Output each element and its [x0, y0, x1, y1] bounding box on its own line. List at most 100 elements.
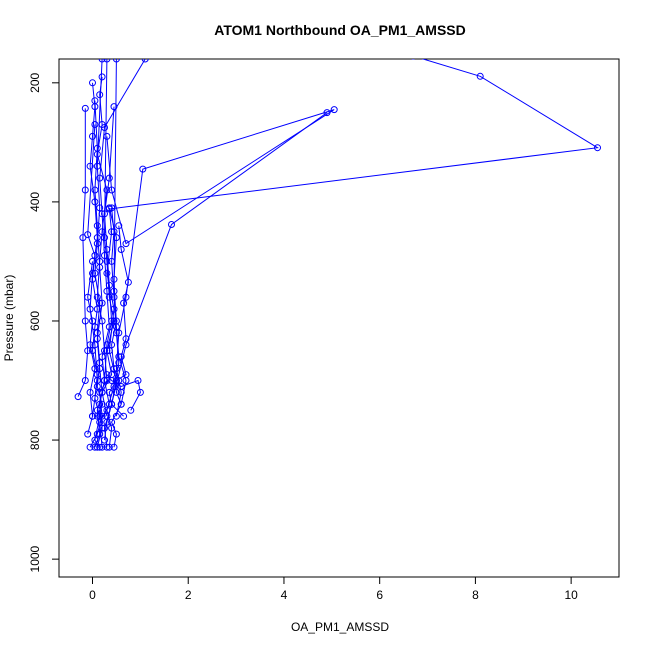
data-point [115, 329, 123, 337]
series-line [77, 108, 89, 397]
data-point [96, 299, 104, 307]
data-point [105, 293, 113, 301]
data-point [105, 443, 113, 451]
data-point [84, 293, 92, 301]
data-point [117, 383, 125, 390]
data-point [117, 353, 125, 361]
data-point [96, 443, 104, 451]
data-point [89, 412, 96, 420]
data-point [98, 73, 106, 81]
data-point [115, 222, 123, 230]
series-line [111, 59, 122, 405]
data-point [98, 317, 106, 325]
data-point [115, 353, 123, 361]
data-point [105, 174, 113, 182]
data-point [103, 443, 111, 451]
data-point [81, 317, 89, 325]
data-point [108, 341, 116, 349]
data-point [93, 144, 101, 152]
data-point [103, 347, 111, 355]
data-point [110, 443, 118, 451]
data-point [91, 365, 99, 373]
series-line [106, 109, 335, 417]
y-axis-label: Pressure (mbar) [2, 275, 16, 362]
plot-frame [58, 58, 620, 578]
series-line [108, 207, 127, 448]
data-point [105, 388, 113, 396]
data-point [101, 377, 108, 384]
series-line [89, 76, 108, 448]
data-point [124, 278, 132, 286]
data-point [93, 305, 101, 313]
data-point [98, 59, 106, 63]
data-point [112, 388, 120, 396]
y-axis: 200 400 600 800 1000 [28, 72, 60, 572]
data-point [103, 287, 111, 295]
data-point [86, 162, 94, 170]
data-point [112, 365, 120, 373]
series-line [101, 59, 115, 417]
series-line [103, 59, 599, 448]
data-point [139, 165, 147, 173]
series-line [94, 59, 103, 417]
y-tick-label: 800 [28, 430, 42, 450]
data-point [103, 371, 111, 379]
data-point [96, 91, 104, 99]
series-18 [91, 59, 106, 420]
data-point [91, 443, 99, 451]
x-tick-label: 4 [281, 588, 288, 602]
data-point [120, 299, 128, 307]
data-point [96, 174, 104, 182]
data-point [86, 443, 94, 451]
data-point [117, 246, 125, 253]
data-point [81, 186, 89, 194]
series-layer [74, 59, 601, 451]
series-11 [74, 104, 92, 401]
data-point [112, 377, 120, 384]
data-point [98, 299, 106, 307]
data-point [101, 424, 108, 432]
data-point [411, 59, 416, 60]
data-point [110, 287, 118, 295]
data-point [110, 317, 118, 325]
series-line [111, 112, 328, 417]
x-tick-label: 10 [564, 588, 578, 602]
data-point [122, 240, 130, 248]
data-point [93, 293, 101, 301]
data-point [93, 383, 101, 390]
data-point [91, 252, 99, 259]
data-point [93, 371, 101, 379]
data-point [93, 162, 101, 170]
data-point [86, 388, 94, 396]
data-point [112, 317, 120, 325]
data-point [101, 252, 108, 259]
data-point [168, 221, 175, 228]
data-point [323, 109, 331, 117]
data-point [134, 377, 142, 384]
series-14 [101, 222, 132, 444]
data-point [89, 132, 96, 140]
y-tick-label: 1000 [28, 545, 42, 572]
data-point [112, 430, 120, 438]
data-point [110, 365, 118, 373]
data-point [96, 359, 104, 367]
data-point [117, 400, 125, 408]
data-point [115, 377, 123, 384]
data-point [122, 371, 130, 379]
data-point [91, 269, 99, 277]
data-point [96, 430, 104, 438]
data-point [103, 257, 111, 265]
data-point [141, 59, 149, 63]
data-point [127, 406, 135, 414]
data-point [96, 263, 104, 271]
data-point [86, 305, 94, 313]
data-point [84, 231, 92, 239]
data-point [110, 383, 118, 390]
data-point [91, 186, 99, 194]
data-point [101, 234, 108, 242]
data-point [122, 335, 130, 343]
x-tick-label: 8 [472, 588, 479, 602]
data-point [103, 59, 111, 63]
data-point [98, 412, 106, 420]
